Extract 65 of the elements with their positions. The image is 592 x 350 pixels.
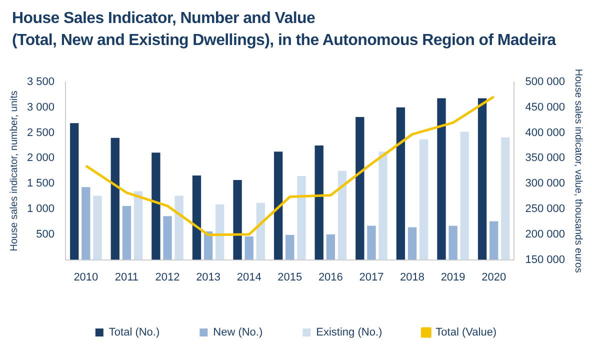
bar [82, 187, 90, 260]
y-tick-label: 500 [36, 228, 55, 240]
bar [134, 191, 143, 260]
bar [460, 132, 469, 260]
bar [286, 234, 294, 260]
x-tick-label: 2015 [278, 271, 302, 284]
bar [233, 180, 242, 260]
bar [501, 137, 510, 260]
y2-axis-title: House sales indicator, value, thousands euros [572, 68, 584, 273]
legend-label: New (No.) [213, 326, 263, 339]
x-tick-label: 2013 [196, 271, 221, 284]
x-tick-label: 2016 [318, 271, 343, 284]
x-tick-label: 2019 [440, 271, 466, 284]
bar [367, 226, 376, 260]
bar [378, 152, 388, 260]
y2-tick-label: 350 000 [525, 152, 566, 164]
bar [326, 234, 336, 260]
y-tick-label: 1 500 [26, 178, 55, 190]
y2-tick-label: 450 000 [525, 101, 566, 114]
y2-tick-label: 150 000 [525, 254, 566, 266]
bar [419, 139, 428, 260]
y-tick-label: 1 000 [26, 203, 55, 216]
legend-label: Total (Value) [436, 326, 497, 339]
bar [244, 236, 254, 260]
legend-label: Total (No.) [108, 326, 160, 339]
x-tick-label: 2020 [482, 271, 506, 284]
bar [256, 202, 265, 260]
y-tick-label: 2 500 [26, 126, 55, 139]
bar [338, 170, 347, 260]
y2-tick-label: 200 000 [525, 228, 566, 240]
x-tick-label: 2017 [359, 271, 384, 284]
y-tick-label: 3 500 [26, 76, 55, 88]
x-tick-label: 2012 [155, 271, 180, 284]
y-axis-title: House sales indicator, number, units [8, 90, 20, 252]
y2-tick-label: 500 000 [525, 76, 566, 88]
x-tick-label: 2018 [400, 271, 424, 284]
bar [274, 152, 283, 260]
x-tick-label: 2010 [74, 271, 98, 284]
y2-tick-label: 400 000 [525, 126, 566, 139]
bar [163, 216, 172, 260]
bar [297, 176, 306, 260]
y-tick-label: 3 000 [26, 101, 55, 114]
bar [314, 146, 324, 260]
bar [216, 204, 224, 260]
bar [478, 98, 487, 260]
bar [152, 152, 160, 260]
chart-title: House Sales Indicator, Number and Value (Total, New and Existing Dwellings), in the Autonomous Region of Madeira [12, 9, 558, 51]
bar [408, 227, 417, 260]
y-tick-label: 2 000 [26, 152, 55, 164]
y2-tick-label: 300 000 [525, 178, 566, 190]
bar [437, 98, 446, 260]
bar [448, 226, 458, 260]
y2-tick-label: 250 000 [525, 203, 566, 216]
bar [122, 206, 132, 260]
bar [356, 117, 364, 260]
bar [174, 196, 184, 260]
x-tick-label: 2014 [236, 271, 262, 284]
bar [93, 196, 102, 260]
bar [490, 221, 498, 260]
x-tick-label: 2011 [114, 271, 139, 284]
bar [110, 138, 120, 260]
bar [396, 107, 406, 260]
legend-label: Existing (No.) [316, 326, 382, 339]
bar [70, 123, 79, 260]
bar [192, 175, 202, 260]
